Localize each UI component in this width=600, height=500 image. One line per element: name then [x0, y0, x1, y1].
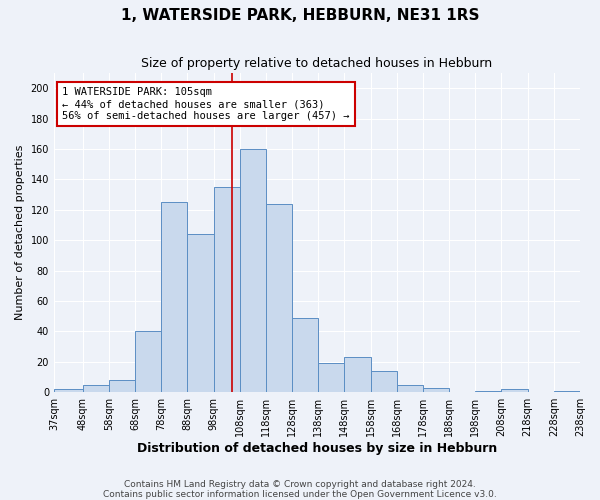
Bar [554, 390, 580, 392]
Bar [318, 364, 344, 392]
Bar [344, 358, 371, 392]
Bar [240, 149, 266, 392]
X-axis label: Distribution of detached houses by size in Hebburn: Distribution of detached houses by size … [137, 442, 497, 455]
Bar [214, 187, 240, 392]
Bar [292, 318, 318, 392]
Bar [423, 388, 449, 392]
Y-axis label: Number of detached properties: Number of detached properties [15, 145, 25, 320]
Bar [502, 389, 527, 392]
Bar [83, 384, 109, 392]
Title: Size of property relative to detached houses in Hebburn: Size of property relative to detached ho… [142, 58, 493, 70]
Text: 1, WATERSIDE PARK, HEBBURN, NE31 1RS: 1, WATERSIDE PARK, HEBBURN, NE31 1RS [121, 8, 479, 22]
Bar [397, 384, 423, 392]
Bar [475, 390, 502, 392]
Bar [135, 332, 161, 392]
Text: 1 WATERSIDE PARK: 105sqm
← 44% of detached houses are smaller (363)
56% of semi-: 1 WATERSIDE PARK: 105sqm ← 44% of detach… [62, 88, 349, 120]
Bar [161, 202, 187, 392]
Bar [371, 371, 397, 392]
Bar [109, 380, 135, 392]
Bar [54, 389, 83, 392]
Bar [187, 234, 214, 392]
Text: Contains HM Land Registry data © Crown copyright and database right 2024.
Contai: Contains HM Land Registry data © Crown c… [103, 480, 497, 499]
Bar [266, 204, 292, 392]
